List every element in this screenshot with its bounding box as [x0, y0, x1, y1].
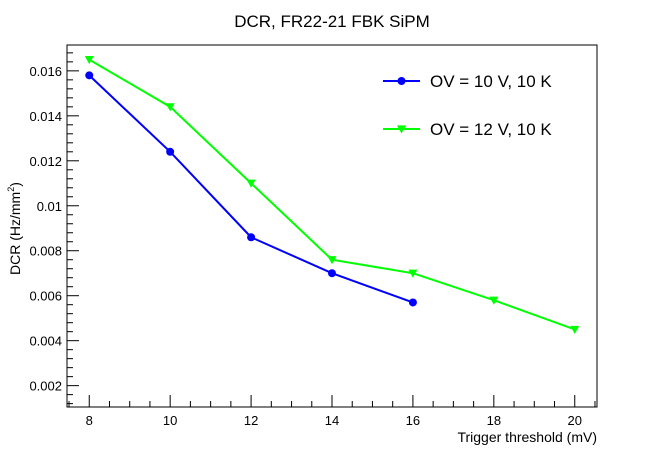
data-point — [570, 325, 580, 334]
legend-label: OV = 10 V, 10 K — [430, 72, 552, 91]
x-tick-label: 10 — [163, 413, 177, 428]
data-point — [408, 298, 417, 307]
x-axis-label: Trigger threshold (mV) — [457, 429, 597, 445]
data-point — [246, 179, 256, 188]
x-tick-label: 16 — [406, 413, 420, 428]
legend-label: OV = 12 V, 10 K — [430, 120, 552, 139]
x-tick-label: 14 — [325, 413, 339, 428]
series-line — [88, 58, 576, 331]
y-tick-label: 0.016 — [29, 64, 62, 79]
x-tick-label: 18 — [487, 413, 501, 428]
legend-swatch-marker — [397, 125, 406, 134]
data-point — [489, 296, 499, 305]
y-axis-label: DCR (Hz/mm2) — [6, 182, 23, 275]
series-layer — [84, 56, 580, 334]
y-tick-label: 0.004 — [29, 334, 62, 349]
y-tick-label: 0.014 — [29, 109, 62, 124]
data-point — [327, 256, 337, 265]
y-axis-label-main: DCR (Hz/mm — [7, 192, 23, 275]
y-tick-label: 0.012 — [29, 154, 62, 169]
data-point — [328, 269, 336, 278]
y-tick-label: 0.002 — [29, 379, 62, 394]
series-line — [88, 74, 414, 304]
series-1 — [85, 71, 417, 307]
data-point — [85, 71, 94, 80]
data-point — [84, 56, 94, 65]
x-tick-label: 20 — [568, 413, 582, 428]
legend-swatch-marker — [397, 77, 406, 85]
series-2 — [84, 56, 580, 334]
legend: OV = 10 V, 10 K OV = 12 V, 10 K — [383, 72, 552, 139]
data-point — [166, 147, 175, 156]
plot-frame — [66, 44, 598, 408]
x-tick-label: 8 — [86, 413, 93, 428]
y-axis: 0.002 0.004 0.006 0.008 0.01 0.012 0.014 0.016 — [29, 52, 79, 405]
data-point — [165, 103, 175, 112]
data-point — [247, 233, 256, 242]
y-axis-label-close: ) — [7, 182, 23, 187]
chart-title: DCR, FR22-21 FBK SiPM — [234, 12, 430, 31]
x-tick-label: 12 — [244, 413, 258, 428]
y-tick-label: 0.008 — [29, 244, 62, 259]
y-axis-label-superscript: 2 — [6, 187, 16, 192]
x-axis: 8 10 12 14 16 18 20 — [68, 395, 596, 428]
data-point — [408, 269, 418, 278]
y-tick-label: 0.006 — [29, 289, 62, 304]
y-tick-label: 0.01 — [37, 199, 62, 214]
